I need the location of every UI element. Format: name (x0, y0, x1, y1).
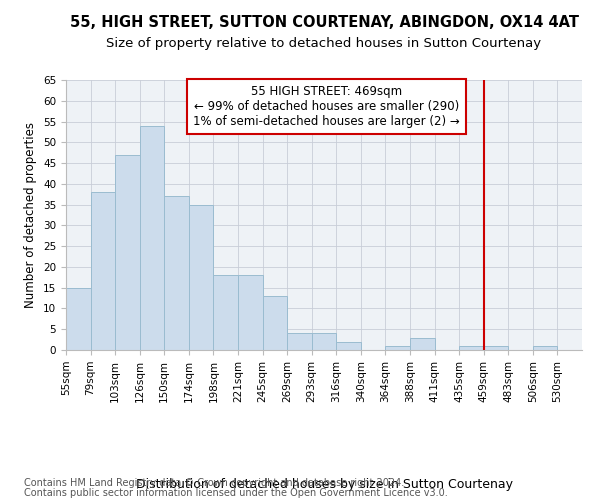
Text: 55, HIGH STREET, SUTTON COURTENAY, ABINGDON, OX14 4AT: 55, HIGH STREET, SUTTON COURTENAY, ABING… (70, 15, 578, 30)
Bar (115, 155, 140, 350)
Bar (312, 334, 336, 350)
Text: 55 HIGH STREET: 469sqm
← 99% of detached houses are smaller (290)
1% of semi-det: 55 HIGH STREET: 469sqm ← 99% of detached… (193, 86, 460, 128)
Bar (385, 346, 410, 350)
Text: Size of property relative to detached houses in Sutton Courtenay: Size of property relative to detached ho… (106, 38, 542, 51)
Bar (533, 346, 557, 350)
Bar (214, 275, 238, 350)
X-axis label: Distribution of detached houses by size in Sutton Courtenay: Distribution of detached houses by size … (136, 478, 512, 491)
Bar (189, 204, 214, 350)
Bar (336, 342, 361, 350)
Text: Contains HM Land Registry data © Crown copyright and database right 2024.: Contains HM Land Registry data © Crown c… (24, 478, 404, 488)
Bar (484, 346, 508, 350)
Bar (410, 338, 434, 350)
Text: Contains public sector information licensed under the Open Government Licence v3: Contains public sector information licen… (24, 488, 448, 498)
Bar (164, 196, 189, 350)
Bar (66, 288, 91, 350)
Bar (238, 275, 263, 350)
Bar (287, 334, 312, 350)
Bar (140, 126, 164, 350)
Y-axis label: Number of detached properties: Number of detached properties (25, 122, 37, 308)
Bar (263, 296, 287, 350)
Bar (91, 192, 115, 350)
Bar (459, 346, 484, 350)
